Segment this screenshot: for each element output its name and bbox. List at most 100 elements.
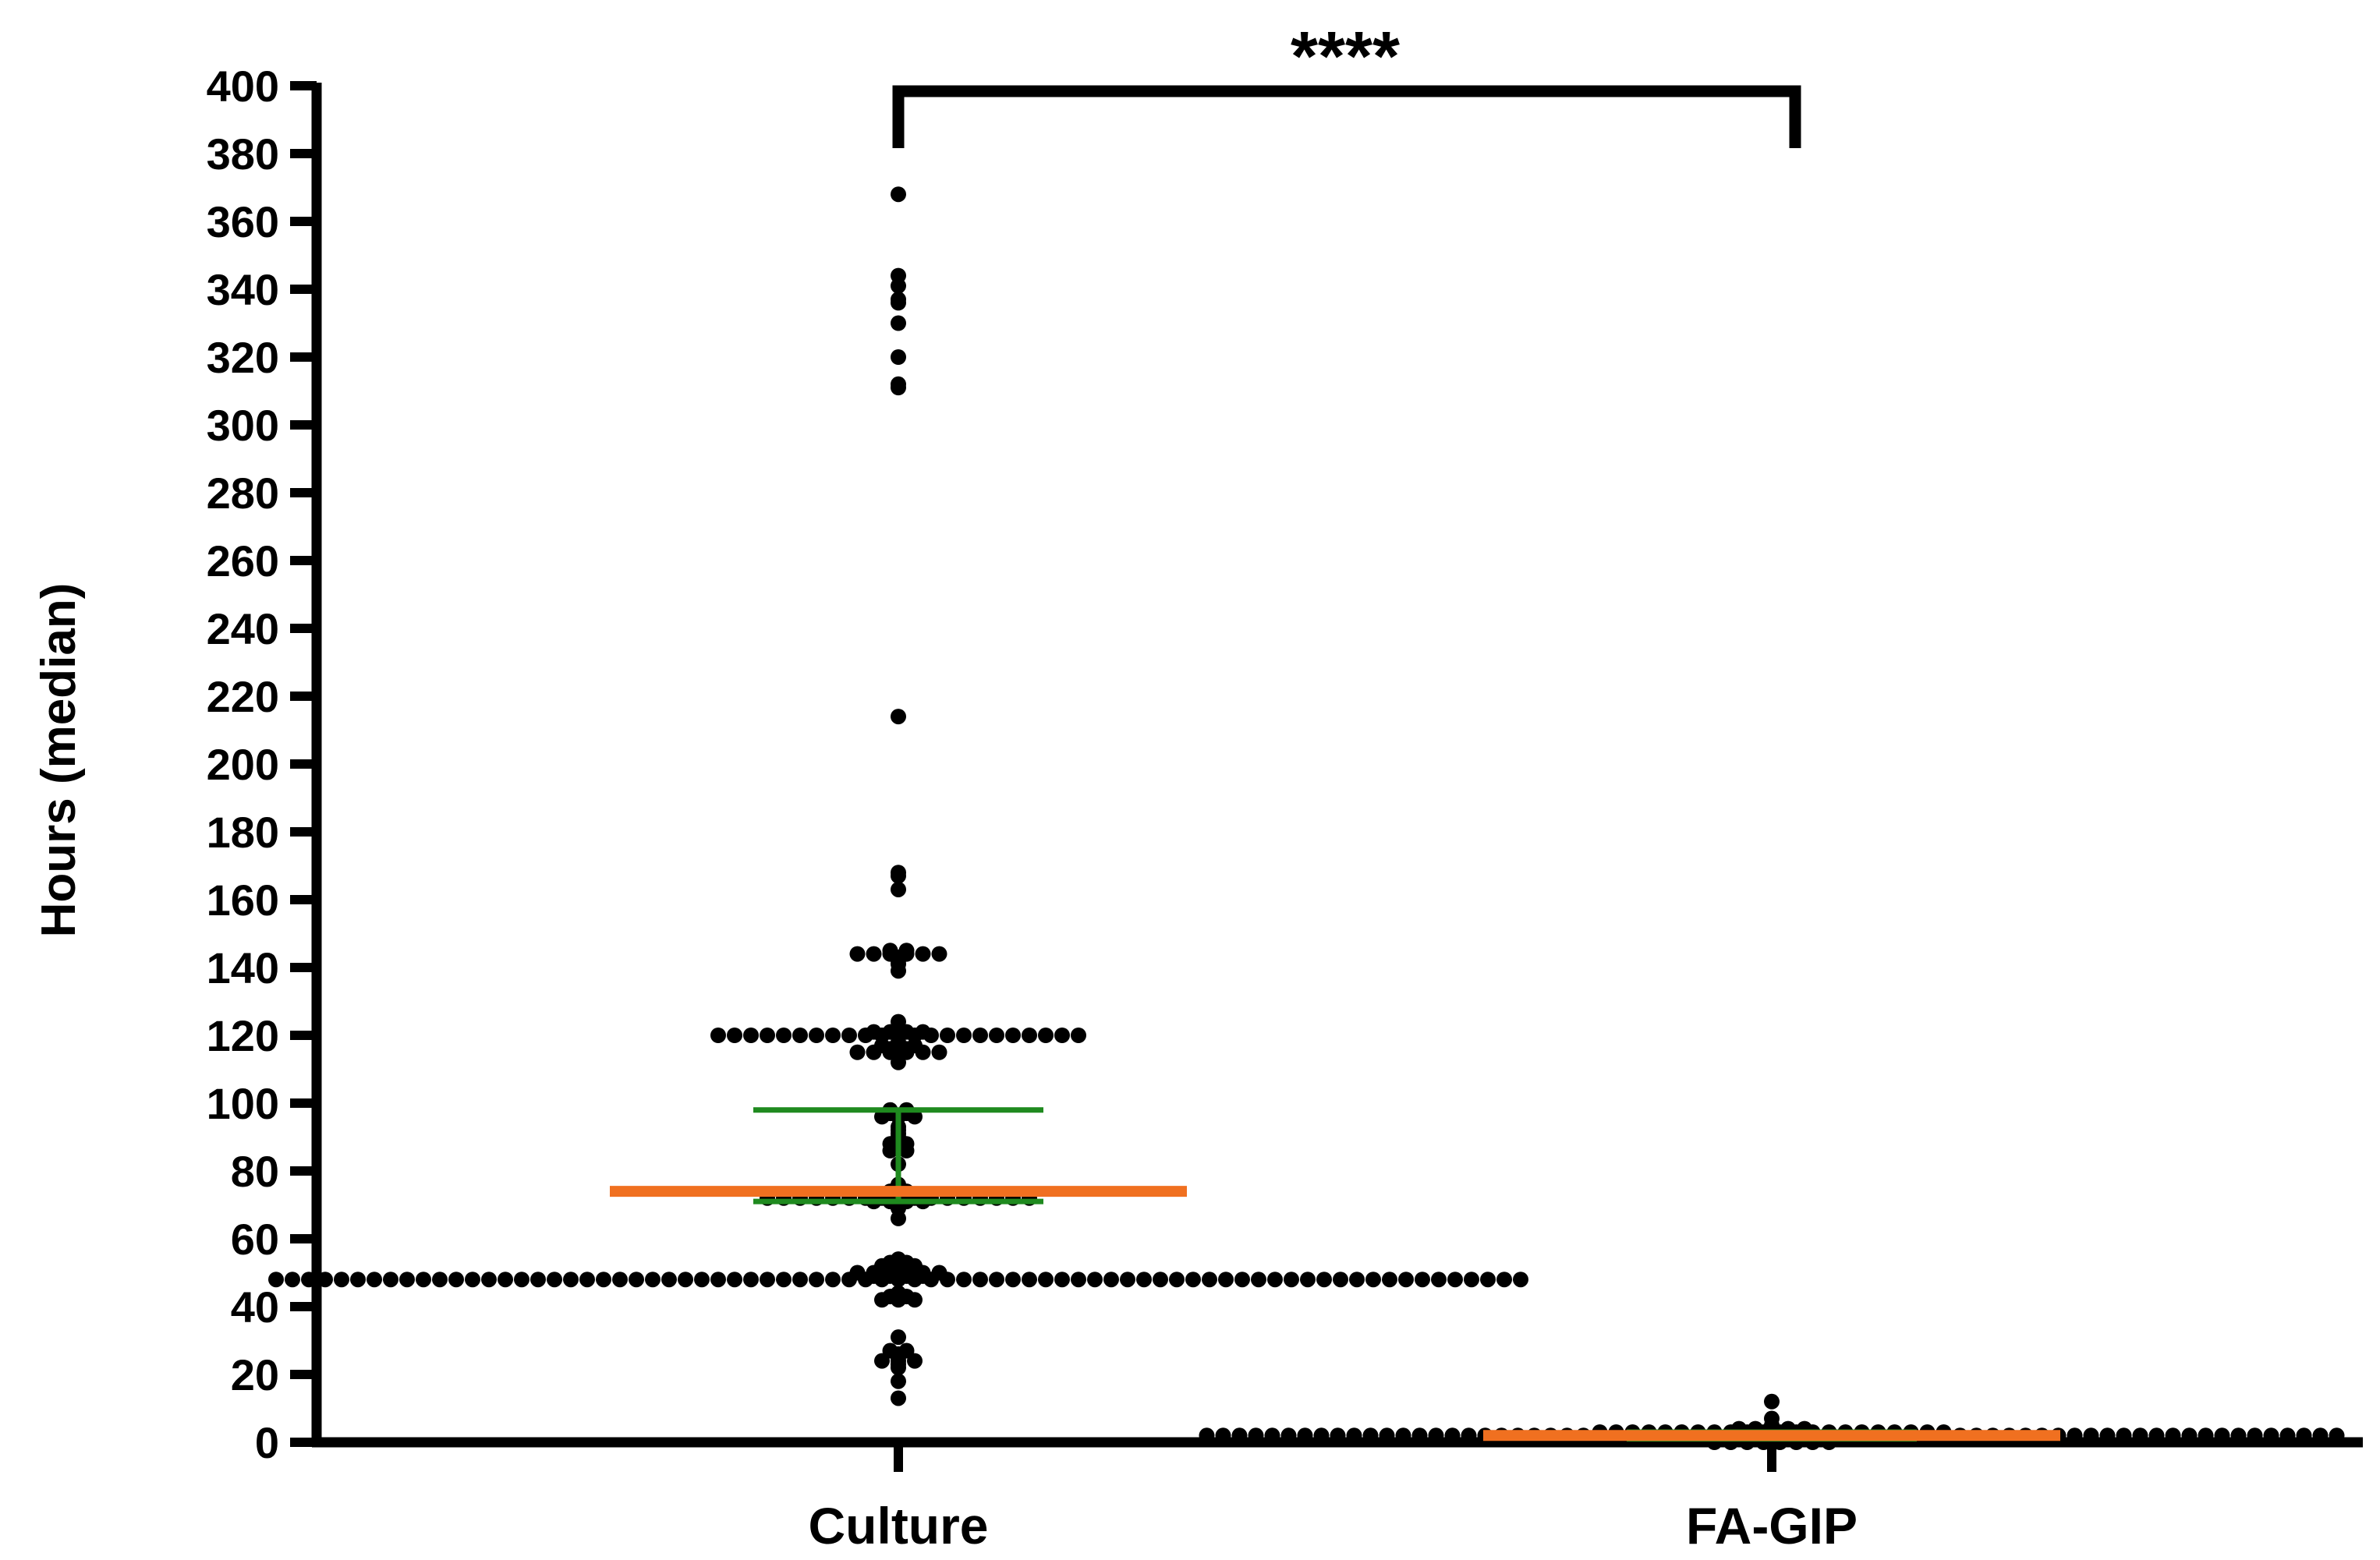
data-point: [1411, 1427, 1428, 1444]
data-point: [2132, 1427, 2148, 1444]
data-point: [915, 1044, 931, 1060]
data-points: [268, 186, 2345, 1450]
data-point: [1054, 1272, 1070, 1288]
y-tick-label: 280: [207, 469, 279, 518]
y-tick-label: 80: [231, 1147, 279, 1196]
data-point: [547, 1272, 562, 1288]
data-point: [1038, 1272, 1054, 1288]
data-point: [1280, 1427, 1297, 1444]
data-point: [1215, 1427, 1231, 1444]
data-point: [858, 1272, 873, 1288]
data-point: [1022, 1272, 1037, 1288]
data-point: [760, 1272, 775, 1288]
y-tick-label: 320: [207, 333, 279, 382]
data-point: [891, 1373, 906, 1389]
data-point: [268, 1272, 284, 1288]
data-point: [891, 963, 906, 979]
data-point: [898, 1142, 915, 1159]
data-point: [727, 1028, 742, 1043]
data-point: [891, 709, 906, 725]
data-point: [2279, 1427, 2296, 1444]
data-point: [2329, 1427, 2345, 1444]
data-point: [1169, 1272, 1185, 1288]
data-point: [416, 1272, 431, 1288]
data-point: [1362, 1427, 1379, 1444]
y-tick-label: 220: [207, 672, 279, 721]
data-point: [1120, 1272, 1135, 1288]
data-point: [956, 1028, 972, 1043]
data-point: [1267, 1272, 1283, 1288]
data-point: [1199, 1427, 1215, 1444]
data-point: [2214, 1427, 2230, 1444]
data-point: [1248, 1427, 1264, 1444]
x-category-label: Culture: [809, 1497, 989, 1555]
data-point: [809, 1028, 824, 1043]
axes: 0 20 40 60 80 100 120 140 160 180 200 220 240 260 280 3…: [32, 62, 2363, 1555]
data-point: [760, 1028, 775, 1043]
y-tick-label: 360: [207, 197, 279, 246]
y-tick-label: 400: [207, 62, 279, 111]
data-point: [727, 1272, 742, 1288]
data-point: [612, 1272, 628, 1288]
data-point: [858, 1028, 873, 1043]
y-tick-label: 40: [231, 1282, 279, 1332]
data-point: [498, 1272, 513, 1288]
data-point: [1300, 1272, 1316, 1288]
data-point: [1349, 1272, 1365, 1288]
data-point: [940, 1028, 955, 1043]
data-point: [350, 1272, 366, 1288]
y-tick-label: 160: [207, 876, 279, 925]
data-point: [2099, 1427, 2116, 1444]
data-point: [2165, 1427, 2181, 1444]
data-point: [1071, 1028, 1086, 1043]
data-point: [1330, 1427, 1346, 1444]
data-point: [596, 1272, 611, 1288]
data-point: [1038, 1028, 1054, 1043]
data-point: [923, 1272, 939, 1288]
data-point: [792, 1028, 808, 1043]
data-point: [891, 315, 906, 331]
data-point: [301, 1272, 317, 1288]
data-point: [1346, 1427, 1362, 1444]
significance-annotation: ****: [892, 18, 1801, 148]
data-point: [2198, 1427, 2214, 1444]
data-point: [874, 1353, 890, 1369]
data-point: [2116, 1427, 2132, 1444]
data-point: [891, 1329, 906, 1346]
y-tick-label: 0: [255, 1418, 279, 1467]
data-point: [891, 1360, 906, 1376]
data-point: [1202, 1272, 1217, 1288]
data-point: [1005, 1272, 1021, 1288]
data-point: [1054, 1028, 1070, 1043]
data-point: [645, 1272, 661, 1288]
data-point: [891, 868, 906, 884]
y-tick-label: 60: [231, 1215, 279, 1264]
data-point: [891, 278, 906, 294]
data-point: [940, 1272, 955, 1288]
data-point: [2067, 1431, 2083, 1447]
data-point: [1395, 1427, 1411, 1444]
data-point: [1218, 1272, 1234, 1288]
data-point: [891, 1210, 906, 1226]
data-point: [891, 349, 906, 365]
data-point: [1444, 1431, 1461, 1447]
data-point: [2247, 1427, 2263, 1444]
data-point: [972, 1028, 988, 1043]
data-point: [891, 186, 906, 203]
data-point: [563, 1272, 579, 1288]
data-point: [1185, 1272, 1201, 1288]
data-point: [915, 946, 931, 962]
data-point: [874, 1109, 890, 1125]
y-tick-label: 300: [207, 401, 279, 450]
data-point: [1231, 1427, 1248, 1444]
data-point: [882, 1142, 898, 1159]
data-point: [367, 1272, 382, 1288]
data-point: [891, 1272, 906, 1288]
data-point: [1382, 1272, 1397, 1288]
significance-stars: ****: [1291, 18, 1400, 96]
data-point: [334, 1272, 349, 1288]
data-point: [891, 1292, 906, 1308]
data-point: [1513, 1272, 1528, 1288]
data-point: [710, 1272, 726, 1288]
data-point: [1297, 1427, 1313, 1444]
